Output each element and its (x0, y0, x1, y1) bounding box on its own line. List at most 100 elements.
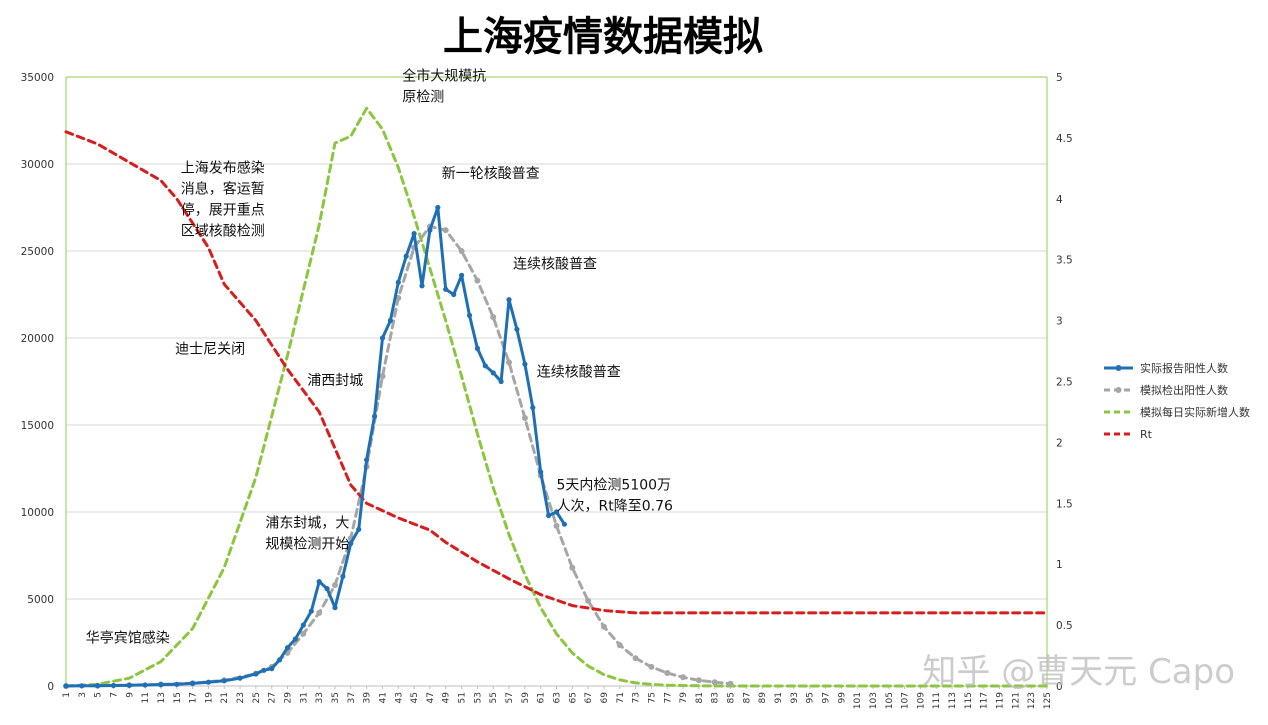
data-point (553, 522, 560, 529)
x-tick-label: 105 (885, 692, 895, 709)
annotation-text: 迪士尼关闭 (175, 342, 245, 358)
y-right-tick-label: 3.5 (1056, 255, 1073, 267)
data-point (269, 666, 275, 672)
data-point (190, 680, 196, 687)
data-point (316, 609, 323, 616)
y-right-tick-label: 4.5 (1056, 133, 1073, 145)
x-tick-label: 121 (1011, 692, 1021, 709)
y-left-tick-label: 0 (47, 681, 54, 693)
data-point (632, 655, 639, 662)
data-point (261, 667, 267, 673)
x-tick-label: 25 (252, 692, 262, 703)
x-tick-label: 109 (916, 692, 926, 709)
series-line-2 (64, 106, 1049, 688)
x-tick-label: 115 (964, 692, 974, 709)
x-tick-label: 55 (489, 692, 499, 703)
data-point (616, 642, 623, 649)
data-point (538, 469, 544, 475)
x-tick-label: 85 (727, 692, 737, 703)
data-point (530, 405, 536, 411)
data-point (695, 677, 702, 684)
x-tick-label: 35 (331, 692, 341, 703)
x-tick-label: 117 (980, 692, 990, 709)
annotation-text: 消息，客运暂 (181, 181, 265, 198)
data-point (553, 509, 560, 515)
x-tick-label: 99 (837, 692, 847, 704)
x-tick-label: 83 (711, 692, 721, 703)
y-right-tick-label: 0 (1056, 681, 1063, 693)
x-tick-label: 17 (189, 692, 199, 703)
x-tick-label: 45 (410, 692, 420, 703)
data-point (95, 683, 101, 689)
data-point (395, 279, 401, 285)
x-tick-label: 89 (758, 692, 768, 704)
data-point (205, 679, 211, 685)
data-point (601, 623, 607, 630)
x-tick-label: 51 (458, 692, 468, 703)
annotation-text: 上海发布感染 (181, 160, 265, 177)
x-tick-label: 43 (394, 692, 404, 703)
x-tick-label: 19 (204, 692, 214, 704)
annotation-text: 华亭宾馆感染 (86, 630, 170, 647)
data-point (158, 682, 164, 688)
x-tick-label: 67 (584, 692, 594, 703)
data-point (277, 657, 283, 663)
y-right-tick-label: 2.5 (1056, 377, 1073, 389)
legend-label: 实际报告阳性人数 (1140, 361, 1228, 375)
x-tick-label: 61 (537, 692, 547, 703)
data-point (110, 682, 117, 689)
data-point (521, 415, 528, 421)
x-tick-label: 91 (774, 692, 784, 703)
x-tick-label: 77 (663, 692, 673, 703)
data-point (79, 683, 85, 689)
data-point (466, 312, 473, 318)
annotation-text: 停，展开重点 (181, 202, 265, 219)
series-layer (63, 106, 1049, 689)
x-tick-label: 93 (790, 692, 800, 703)
y-left-tick-label: 10000 (21, 507, 54, 519)
data-point (174, 681, 180, 687)
data-point (332, 605, 338, 611)
annotation-text: 规模检测开始 (265, 537, 349, 553)
annotation-text: 人次，Rt降至0.76 (557, 498, 673, 514)
data-point (324, 586, 330, 592)
data-point (126, 682, 132, 688)
data-point (648, 663, 655, 670)
x-tick-label: 29 (284, 692, 294, 704)
legend-marker (1115, 387, 1122, 393)
data-point (348, 540, 354, 546)
data-point (237, 675, 243, 681)
x-tick-label: 37 (347, 692, 357, 703)
data-point (498, 378, 504, 385)
legend-label: 模拟每日实际新增人数 (1140, 405, 1250, 419)
data-point (522, 361, 528, 367)
data-point (546, 512, 552, 519)
data-point (142, 682, 148, 688)
data-point (514, 326, 520, 332)
annotation-text: 全市大规模抗 (402, 67, 486, 84)
data-point (727, 680, 734, 687)
data-point (435, 204, 441, 211)
x-tick-label: 5 (94, 692, 104, 698)
y-left-tick-label: 25000 (21, 246, 54, 258)
x-tick-label: 1 (62, 692, 72, 698)
x-tick-label: 71 (616, 692, 626, 703)
legend-marker (1115, 365, 1122, 371)
x-tick-label: 53 (473, 692, 483, 703)
x-tick-label: 9 (125, 692, 135, 698)
data-point (411, 231, 417, 237)
data-point (403, 253, 409, 259)
data-point (379, 335, 386, 341)
series-line-3 (64, 130, 1049, 615)
x-tick-label: 101 (853, 692, 863, 709)
data-point (221, 678, 227, 684)
x-tick-label: 57 (505, 692, 515, 703)
y-left-tick-label: 30000 (21, 159, 54, 171)
watermark-text: 知乎 @曹天元 Capo (922, 652, 1235, 692)
data-point (387, 318, 393, 324)
x-tick-label: 73 (632, 692, 642, 703)
data-point (585, 597, 592, 604)
x-tick-label: 33 (315, 692, 325, 703)
